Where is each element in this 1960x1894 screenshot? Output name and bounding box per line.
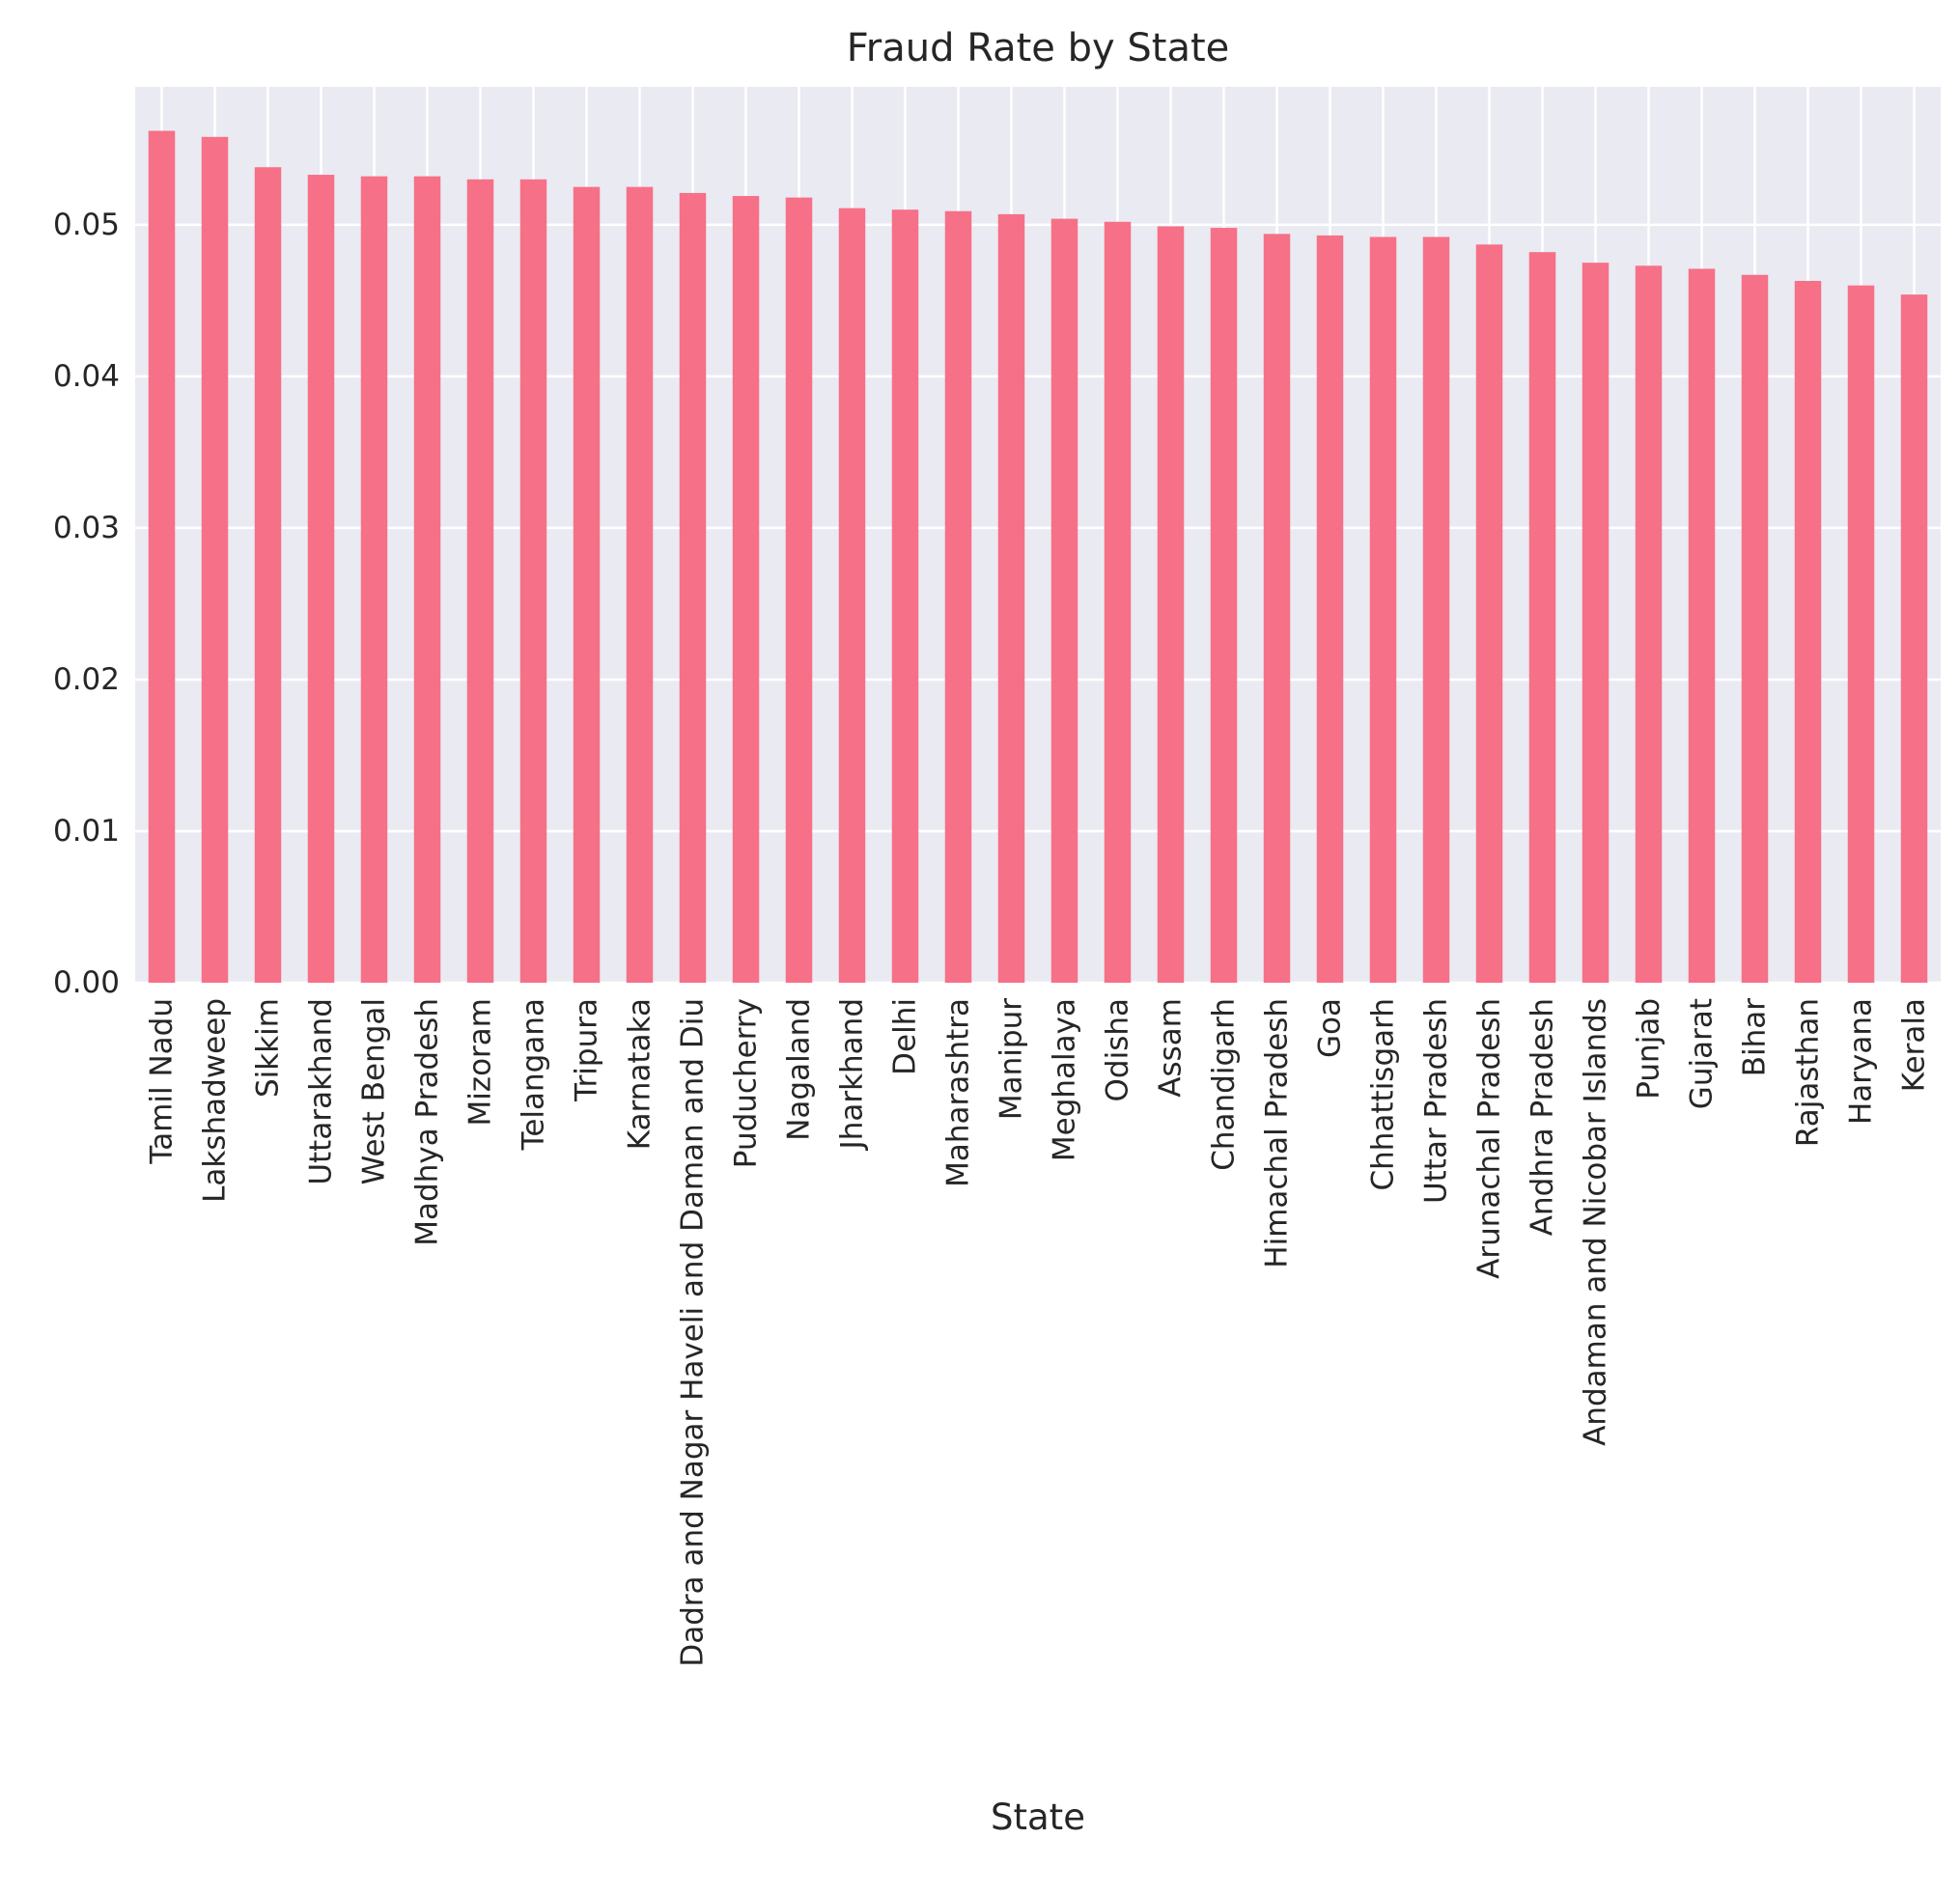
x-tick-label: Madhya Pradesh (410, 998, 445, 1246)
bar (1157, 226, 1185, 984)
x-tick-label: West Bengal (357, 998, 392, 1184)
x-tick-label: Meghalaya (1048, 998, 1082, 1161)
bar (307, 175, 335, 983)
x-tick-label: Kerala (1897, 998, 1932, 1092)
x-tick-label: Uttarakhand (304, 998, 339, 1185)
y-tick-label: 0.02 (53, 662, 120, 697)
bar (1528, 252, 1556, 984)
bar (1582, 263, 1610, 983)
x-tick-label: Delhi (888, 998, 923, 1075)
bar (201, 136, 229, 983)
x-tick-label: Telangana (517, 998, 551, 1151)
x-tick-label: Chandigarh (1207, 998, 1242, 1171)
x-tick-label: Nagaland (782, 998, 817, 1141)
x-tick-label: Arunachal Pradesh (1472, 998, 1507, 1279)
y-tick-label: 0.03 (53, 511, 120, 545)
x-tick-label: Punjab (1632, 998, 1666, 1100)
x-tick-label: Karnataka (623, 998, 658, 1150)
bar (1741, 274, 1769, 983)
bar (1104, 221, 1132, 983)
bar (891, 209, 919, 984)
bar (679, 192, 707, 983)
bar (1688, 268, 1716, 983)
bar (1900, 294, 1928, 984)
x-tick-label: Chhattisgarh (1366, 998, 1401, 1191)
x-tick-label: Bihar (1738, 998, 1773, 1077)
x-axis-ticks: Tamil Nadu Lakshadweep Sikkim Uttarakhand We… (145, 998, 1932, 1667)
chart-title: Fraud Rate by State (847, 26, 1230, 70)
x-tick-label: Odisha (1101, 998, 1135, 1102)
x-tick-label: Tripura (570, 998, 604, 1102)
bar (466, 179, 494, 983)
x-tick-label: Andhra Pradesh (1526, 998, 1560, 1236)
x-tick-label: Himachal Pradesh (1260, 998, 1295, 1268)
bar (573, 186, 601, 983)
bar (1050, 218, 1078, 983)
x-tick-label: Lakshadweep (198, 998, 233, 1203)
x-tick-label: Maharashtra (941, 998, 976, 1187)
bar (254, 167, 282, 983)
bar (1210, 228, 1238, 983)
bar (997, 213, 1025, 983)
bar (838, 208, 866, 983)
x-tick-label: Assam (1154, 998, 1189, 1098)
bar (519, 179, 547, 983)
bar (1316, 235, 1344, 983)
x-tick-label: Uttar Pradesh (1419, 998, 1454, 1204)
bar (1422, 237, 1450, 983)
bar (732, 196, 760, 983)
x-tick-label: Gujarat (1685, 998, 1720, 1109)
x-tick-label: Jharkhand (835, 998, 870, 1151)
x-tick-label: Mizoram (463, 998, 498, 1127)
bar (148, 130, 176, 983)
bar (785, 197, 813, 984)
x-tick-label: Tamil Nadu (145, 998, 180, 1165)
y-tick-label: 0.00 (53, 965, 120, 1000)
bar (626, 186, 654, 983)
y-tick-label: 0.01 (53, 814, 120, 849)
bar (1847, 285, 1875, 983)
y-tick-label: 0.05 (53, 208, 120, 242)
bar (1263, 234, 1291, 983)
bar (1794, 280, 1822, 983)
x-tick-label: Andaman and Nicobar Islands (1579, 998, 1613, 1446)
plot-area (135, 87, 1941, 983)
x-tick-label: Sikkim (251, 998, 286, 1098)
x-tick-label: Goa (1313, 998, 1348, 1058)
y-axis-ticks: 0.00 0.01 0.02 0.03 0.04 0.05 (53, 208, 120, 1000)
bar (413, 176, 441, 984)
x-tick-label: Haryana (1844, 998, 1879, 1125)
x-tick-label: Dadra and Nagar Haveli and Daman and Diu (676, 998, 711, 1667)
bar (944, 210, 972, 983)
bar-series (148, 130, 1928, 984)
x-tick-label: Manipur (994, 998, 1029, 1120)
x-axis-label: State (991, 1797, 1085, 1838)
bar (1475, 244, 1503, 984)
y-tick-label: 0.04 (53, 359, 120, 394)
bar (1635, 265, 1663, 983)
bar (360, 176, 388, 984)
x-tick-label: Rajasthan (1791, 998, 1826, 1147)
bar (1369, 237, 1397, 983)
x-tick-label: Puducherry (729, 998, 764, 1168)
